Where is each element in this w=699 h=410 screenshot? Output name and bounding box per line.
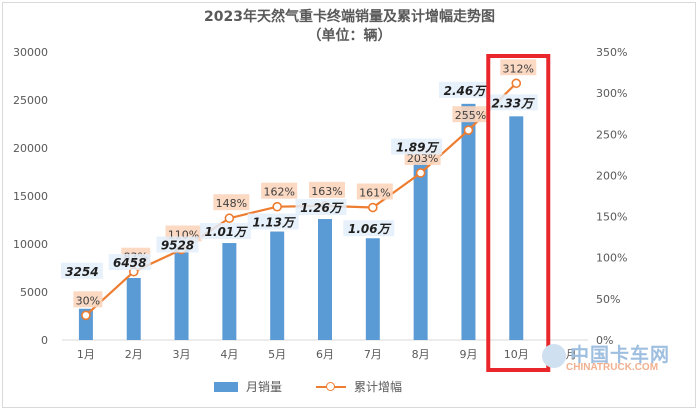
y-right-tick-label: 200% <box>596 169 627 182</box>
bar-data-label: 1.13万 <box>252 216 296 230</box>
bar-label-box <box>391 138 443 155</box>
watermark-logo: 中国卡车网 CHINATRUCK.COM <box>540 340 670 386</box>
bar-data-label: 2.46万 <box>444 84 488 98</box>
line-data-label: 162% <box>263 186 294 199</box>
x-tick-label: 7月 <box>364 348 382 361</box>
legend-swatch-bar <box>214 381 238 392</box>
bar-label-box <box>199 223 251 240</box>
line-data-label: 163% <box>311 185 342 198</box>
line-point <box>415 168 426 178</box>
y-left-tick-label: 15000 <box>13 190 48 203</box>
bar-data-label: 9528 <box>161 239 194 253</box>
legend-label-bar: 月销量 <box>246 380 283 394</box>
x-tick-label: 8月 <box>412 348 430 361</box>
x-tick-label: 6月 <box>316 348 334 361</box>
y-right-tick-label: 150% <box>596 211 627 224</box>
truck-logo-icon <box>542 344 566 368</box>
bar <box>126 278 141 340</box>
x-tick-label: 1月 <box>77 348 95 361</box>
bar-label-box <box>156 236 199 253</box>
bar-data-label: 3254 <box>65 265 98 279</box>
x-tick-label: 2月 <box>125 348 143 361</box>
y-left-tick-label: 5000 <box>20 286 48 299</box>
y-left-tick-label: 0 <box>41 334 48 347</box>
line-label-box <box>309 181 345 198</box>
line-label-box <box>356 183 393 200</box>
y-left-tick-label: 10000 <box>13 238 48 251</box>
bar-data-label: 1.26万 <box>300 201 344 215</box>
line-point <box>511 78 522 89</box>
y-right-tick-label: 300% <box>596 87 627 100</box>
bar-label-box <box>247 213 299 230</box>
line-point <box>272 201 282 212</box>
line-data-label: 30% <box>76 294 100 307</box>
bar <box>509 116 524 340</box>
bar <box>413 158 428 340</box>
x-tick-label: 5月 <box>268 348 286 361</box>
line-point <box>81 310 91 321</box>
chart-subtitle: （单位：辆） <box>307 28 392 44</box>
line-label-box <box>500 59 537 76</box>
bar-data-label: 6458 <box>113 256 146 270</box>
y-left-tick-label: 25000 <box>13 94 48 107</box>
highlight-box <box>486 54 551 372</box>
line-data-label: 255% <box>455 109 486 122</box>
watermark-cn: 中国卡车网 <box>570 344 671 366</box>
x-tick-label: 4月 <box>220 348 238 361</box>
y-left-tick-label: 20000 <box>13 142 48 155</box>
bar-label-box <box>295 199 347 216</box>
bar-label-box <box>60 262 103 279</box>
chart-legend: 月销量 累计增幅 <box>214 378 402 395</box>
legend-item-line: 累计增幅 <box>316 378 402 395</box>
x-tick-label: 3月 <box>173 348 191 361</box>
line-point <box>463 125 474 135</box>
line-data-label: 203% <box>407 152 438 165</box>
line-label-box <box>452 106 489 123</box>
watermark-en: CHINATRUCK.COM <box>566 362 659 373</box>
line-label-box <box>213 194 250 211</box>
legend-label-line: 累计增幅 <box>354 380 403 394</box>
x-tick-label: 9月 <box>459 348 477 361</box>
bar <box>461 103 476 340</box>
y-right-tick-label: 250% <box>596 128 627 141</box>
bar-data-label: 1.06万 <box>348 222 392 236</box>
line-label-box <box>261 182 298 199</box>
bar <box>222 243 237 340</box>
bar <box>365 238 380 340</box>
chart-title: 2023年天然气重卡终端销量及累计增幅走势图 <box>204 9 495 25</box>
line-data-label: 161% <box>359 187 390 200</box>
line-point <box>368 202 378 213</box>
legend-item-bar: 月销量 <box>214 378 282 395</box>
bar <box>174 248 189 340</box>
y-left-tick-label: 30000 <box>13 46 48 59</box>
line-label-box <box>73 291 103 308</box>
bar-data-label: 1.01万 <box>205 225 249 239</box>
bar <box>318 219 332 340</box>
line-data-label: 312% <box>503 62 534 75</box>
legend-swatch-line <box>316 381 347 392</box>
x-tick-label: 10月 <box>504 348 529 361</box>
bar-label-box <box>486 94 538 111</box>
y-right-tick-label: 350% <box>596 46 627 59</box>
line-data-label: 148% <box>216 197 247 210</box>
bar-label-box <box>343 220 395 237</box>
line-point <box>224 213 235 224</box>
bar-data-label: 2.33万 <box>491 96 535 110</box>
y-right-tick-label: 0% <box>596 334 613 347</box>
bar <box>270 231 285 340</box>
bar-data-label: 1.89万 <box>396 141 440 155</box>
y-right-tick-label: 50% <box>596 293 620 306</box>
bar-label-box <box>438 81 490 98</box>
y-right-tick-label: 100% <box>596 252 627 265</box>
bar-label-box <box>108 254 151 271</box>
